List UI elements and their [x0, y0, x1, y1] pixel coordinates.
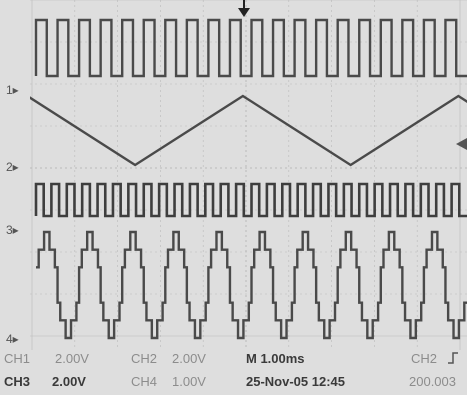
ch3-label: CH3	[4, 374, 31, 389]
trigger-level-icon[interactable]	[456, 138, 467, 150]
ch1-ground-marker: 1▸	[6, 83, 19, 97]
ch1-label: CH1	[4, 351, 31, 366]
ch4-label: CH4	[131, 374, 158, 389]
ch1-trace	[34, 18, 467, 78]
timestamp: 25-Nov-05 12:45	[246, 374, 345, 389]
trigger-level-readout: 200.003	[409, 374, 456, 389]
ch1-scale: 2.00V	[55, 351, 89, 366]
trigger-source: CH2	[411, 351, 438, 366]
graticule	[30, 0, 467, 350]
rising-edge-icon	[448, 352, 458, 364]
timebase-readout: M 1.00ms	[246, 351, 305, 366]
ch3-ground-marker: 3▸	[6, 223, 19, 237]
ch4-scale: 1.00V	[172, 374, 206, 389]
waveform-plot	[30, 0, 467, 350]
ch4-trace	[36, 230, 467, 340]
ch2-trace	[30, 94, 467, 167]
ch2-ground-marker: 2▸	[6, 160, 19, 174]
ch2-scale: 2.00V	[172, 351, 206, 366]
ch4-ground-marker: 4▸	[6, 332, 19, 346]
ch3-scale: 2.00V	[52, 374, 86, 389]
status-bar: CH1 2.00V CH2 2.00V M 1.00ms CH2 CH3 2.0…	[0, 348, 467, 395]
waveform-screen	[30, 0, 467, 350]
trigger-position-icon[interactable]	[238, 8, 250, 17]
ch3-trace	[34, 182, 467, 218]
ch2-label: CH2	[131, 351, 158, 366]
